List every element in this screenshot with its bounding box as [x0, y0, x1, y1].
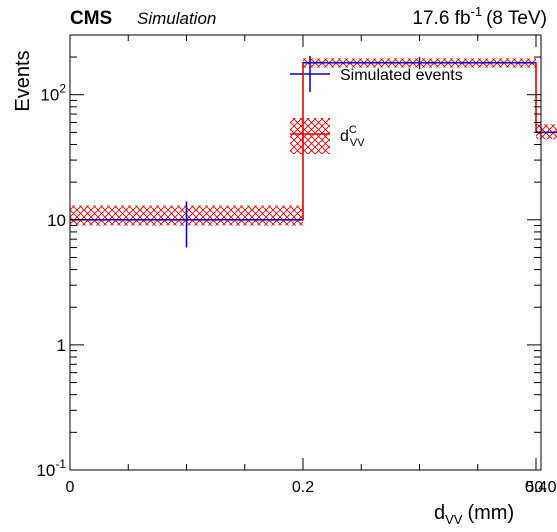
y-axis-title: Events — [12, 50, 34, 111]
legend-template-label-sup: C — [349, 124, 357, 136]
legend-template-label: dC VV — [340, 124, 365, 149]
x-axis-title-main: d — [434, 502, 445, 524]
x-axis-unit: (mm) — [467, 502, 514, 524]
legend-template-label-main: d — [340, 128, 349, 145]
x-tick-label: 0.4 — [525, 479, 547, 496]
lumi-exponent: -1 — [471, 4, 483, 19]
plot-area — [70, 57, 557, 248]
y-tick-label: 10-1 — [36, 457, 66, 480]
legend-template-label-sub: VV — [350, 137, 365, 149]
x-axis-title: dVV (mm) — [434, 502, 514, 527]
y-tick-label: 102 — [40, 82, 66, 105]
energy-label: (8 TeV) — [486, 8, 547, 29]
x-tick-label: 0 — [66, 479, 75, 496]
x-tick-label-end: 50.0 — [525, 479, 556, 496]
x-tick-label: 0.2 — [292, 479, 314, 496]
template-histogram — [70, 61, 557, 221]
lumi-label: 17.6 fb-1 (8 TeV) — [412, 4, 547, 29]
y-tick-label: 10 — [47, 211, 66, 230]
simulation-tag: Simulation — [137, 9, 216, 28]
experiment-label: CMS — [70, 8, 112, 29]
lumi-value: 17.6 fb — [412, 8, 470, 29]
legend: Simulated events dC VV — [290, 56, 463, 154]
legend-template-band — [290, 118, 330, 154]
plot-frame — [69, 34, 542, 471]
legend-sim-label: Simulated events — [340, 67, 463, 84]
x-axis-title-sub: VV — [445, 512, 463, 527]
y-tick-label: 1 — [57, 336, 66, 355]
